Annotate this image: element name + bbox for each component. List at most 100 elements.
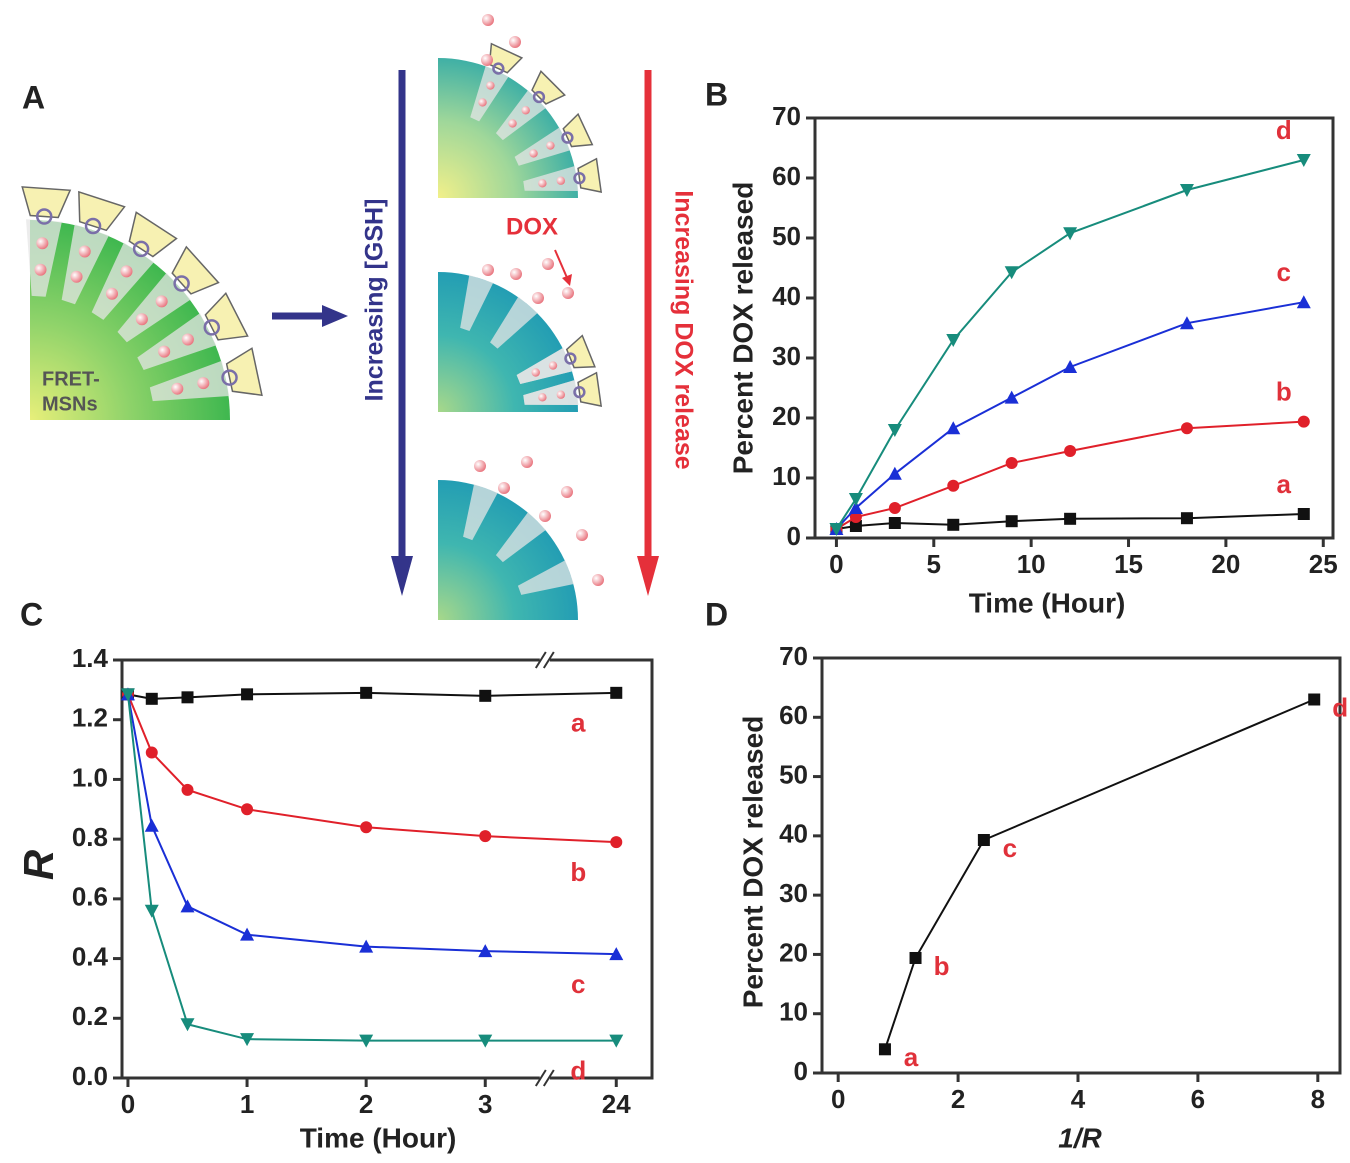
marker — [181, 783, 194, 796]
cap — [171, 245, 220, 295]
axis-break-gap — [539, 1075, 550, 1081]
linker — [564, 352, 577, 365]
y-tick-label: 1.2 — [72, 703, 108, 733]
drug-dot — [481, 54, 493, 66]
drug-dot — [78, 245, 91, 258]
cap — [21, 186, 72, 219]
y-axis-label: Percent DOX released — [737, 716, 768, 1009]
marker — [848, 493, 863, 506]
marker — [479, 830, 492, 843]
panel-letter: C — [20, 596, 43, 632]
drug-dot — [539, 510, 551, 522]
marker — [145, 746, 158, 759]
y-tick-label: 0.2 — [72, 1001, 108, 1031]
series-label: c — [571, 969, 585, 999]
series-label: c — [1277, 257, 1291, 287]
series-label: d — [1276, 115, 1292, 145]
arrow-head — [637, 556, 659, 596]
marker — [181, 691, 194, 704]
arrow-label: Increasing [GSH] — [361, 199, 389, 402]
marker — [888, 502, 901, 514]
marker — [878, 1043, 891, 1056]
y-tick-label: 70 — [772, 101, 801, 131]
marker — [1180, 422, 1193, 435]
drug-dot — [197, 377, 210, 390]
linker — [573, 385, 586, 399]
marker — [888, 517, 901, 529]
drug-dot — [531, 368, 540, 377]
marker — [1296, 295, 1311, 309]
y-tick-label: 70 — [779, 641, 808, 671]
drug-dot — [548, 361, 558, 370]
drug-dot — [106, 287, 119, 300]
series-label: a — [1277, 469, 1292, 499]
series-label: b — [1276, 376, 1292, 406]
marker — [1064, 445, 1077, 457]
dox-label: DOX — [506, 213, 558, 240]
arrow-label: Increasing DOX release — [669, 190, 697, 469]
y-tick-label: 40 — [779, 819, 808, 849]
point-label: b — [934, 951, 950, 981]
y-tick-label: 0.4 — [72, 941, 109, 971]
marker — [359, 1034, 374, 1048]
marker — [1005, 457, 1018, 469]
x-tick-label: 10 — [1017, 549, 1046, 579]
x-tick-label: 0 — [121, 1089, 135, 1119]
pore — [495, 90, 546, 141]
series-line — [835, 420, 1304, 530]
y-tick-label: 50 — [772, 221, 801, 251]
x-tick-label: 25 — [1309, 549, 1338, 579]
schematic: A FRET- MSNs Increasing [GSH] DOX Increa… — [21, 14, 697, 620]
y-tick-label: 30 — [779, 878, 808, 908]
cap — [531, 70, 566, 105]
x-tick-label: 0 — [829, 549, 843, 579]
series-line — [835, 159, 1305, 530]
y-tick-label: 20 — [779, 937, 808, 967]
y-tick-label: 60 — [779, 700, 808, 730]
drug-dot — [510, 268, 522, 280]
series-line — [836, 513, 1304, 530]
drug-dot — [155, 295, 168, 308]
pore — [460, 274, 494, 331]
marker — [144, 904, 159, 918]
marker — [1296, 154, 1311, 167]
y-tick-label: 20 — [772, 401, 801, 431]
series-line — [127, 693, 617, 844]
x-axis-label: 1/R — [1058, 1122, 1102, 1153]
drug-dot — [532, 292, 544, 304]
marker — [180, 1018, 195, 1032]
drug-dot — [556, 176, 566, 185]
marker — [1063, 360, 1078, 373]
linker — [173, 275, 190, 292]
y-tick-label: 60 — [772, 161, 801, 191]
cap — [225, 347, 263, 397]
pointer — [554, 249, 569, 281]
marker — [478, 1034, 493, 1048]
marker — [144, 818, 159, 832]
y-tick-label: 10 — [779, 997, 808, 1027]
marker — [1308, 693, 1321, 706]
marker — [909, 951, 922, 964]
marker — [1063, 227, 1078, 241]
x-tick-label: 1 — [240, 1089, 254, 1119]
marker — [848, 501, 863, 514]
x-axis-label: Time (Hour) — [300, 1122, 457, 1153]
x-tick-label: 15 — [1114, 549, 1143, 579]
drug-dot — [482, 264, 494, 276]
drug-dot — [592, 574, 604, 586]
series-line — [126, 694, 617, 1042]
point-label: c — [1003, 833, 1017, 863]
marker — [241, 688, 254, 701]
pore — [61, 224, 109, 305]
marker — [240, 927, 255, 941]
series-label: a — [571, 708, 586, 738]
cap — [577, 371, 603, 407]
drug-dot — [158, 345, 171, 358]
drug-dot — [498, 482, 510, 494]
linker — [221, 369, 238, 386]
y-tick-label: 1.0 — [72, 762, 108, 792]
axis-break — [534, 651, 547, 669]
x-tick-label: 2 — [359, 1089, 373, 1119]
x-axis-label: Time (Hour) — [969, 587, 1126, 618]
